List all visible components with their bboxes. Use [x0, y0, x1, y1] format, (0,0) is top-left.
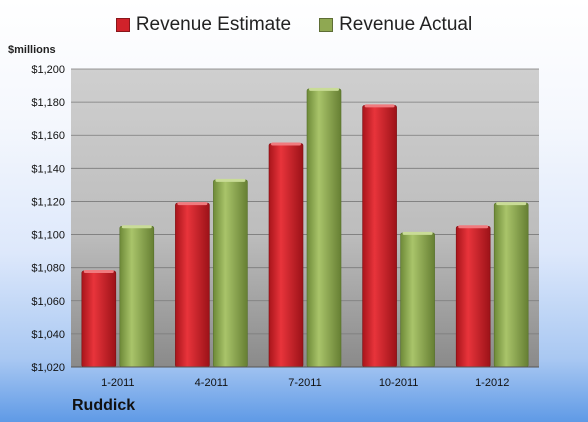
company-name: Ruddick: [72, 397, 136, 414]
legend: Revenue Estimate Revenue Actual: [0, 14, 588, 36]
bar-actual: [119, 225, 155, 368]
bar-estimate-cap: [83, 269, 114, 273]
y-tick-label: $1,180: [31, 97, 65, 109]
x-tick-label: 10-2011: [379, 377, 419, 389]
legend-label-actual: Revenue Actual: [339, 14, 473, 35]
bar-actual: [306, 88, 342, 368]
y-tick-label: $1,160: [31, 130, 65, 142]
bar-estimate: [81, 270, 117, 368]
bar-actual: [493, 202, 529, 368]
bar-estimate-cap: [177, 202, 208, 206]
y-tick-label: $1,200: [31, 64, 65, 76]
x-tick-label: 1-2012: [475, 377, 509, 389]
bar-estimate: [455, 225, 491, 368]
y-tick-label: $1,040: [31, 329, 65, 341]
y-tick-label: $1,120: [31, 196, 65, 208]
legend-label-estimate: Revenue Estimate: [135, 14, 292, 35]
legend-swatch-estimate: [115, 18, 130, 32]
y-tick-label: $1,100: [31, 230, 65, 242]
bar-actual-cap: [402, 231, 433, 235]
bar-estimate: [268, 143, 304, 368]
bar-estimate: [175, 202, 210, 368]
bar-estimate-cap: [271, 142, 301, 146]
bar-actual-cap: [215, 178, 246, 182]
y-tick-label: $1,060: [31, 296, 65, 308]
legend-item-actual: Revenue Actual: [319, 14, 472, 36]
y-axis-units: $millions: [8, 44, 56, 56]
x-tick-label: 4-2011: [195, 377, 228, 389]
x-tick-label: 1-2011: [101, 377, 134, 389]
y-tick-label: $1,080: [31, 263, 65, 275]
legend-item-estimate: Revenue Estimate: [115, 14, 292, 36]
bar-estimate: [362, 105, 397, 368]
bar-actual: [400, 232, 435, 368]
bar-actual-cap: [121, 225, 152, 229]
y-tick-label: $1,140: [31, 163, 65, 175]
bar-actual: [213, 179, 248, 368]
y-tick-label: $1,020: [31, 362, 65, 374]
x-tick-label: 7-2011: [288, 377, 321, 389]
legend-swatch-actual: [319, 18, 334, 32]
bar-actual-cap: [309, 87, 339, 91]
bar-actual-cap: [496, 202, 527, 206]
bar-estimate-cap: [458, 225, 489, 229]
bar-estimate-cap: [364, 104, 395, 108]
